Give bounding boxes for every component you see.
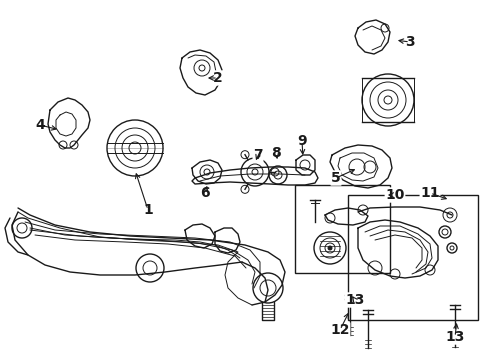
Text: 10: 10 (385, 188, 404, 202)
Text: 4: 4 (35, 118, 45, 132)
Text: 7: 7 (253, 148, 262, 162)
Text: 11: 11 (419, 186, 439, 200)
Text: 13: 13 (345, 293, 364, 307)
Text: 3: 3 (405, 35, 414, 49)
Text: 8: 8 (270, 146, 280, 160)
Circle shape (327, 246, 331, 250)
Text: 1: 1 (143, 203, 153, 217)
Text: 5: 5 (330, 171, 340, 185)
Text: 6: 6 (200, 186, 209, 200)
Text: 9: 9 (297, 134, 306, 148)
Bar (294, 185, 389, 273)
Text: 2: 2 (213, 71, 223, 85)
Bar (347, 195, 477, 320)
Text: 12: 12 (329, 323, 349, 337)
Text: 13: 13 (445, 330, 464, 344)
